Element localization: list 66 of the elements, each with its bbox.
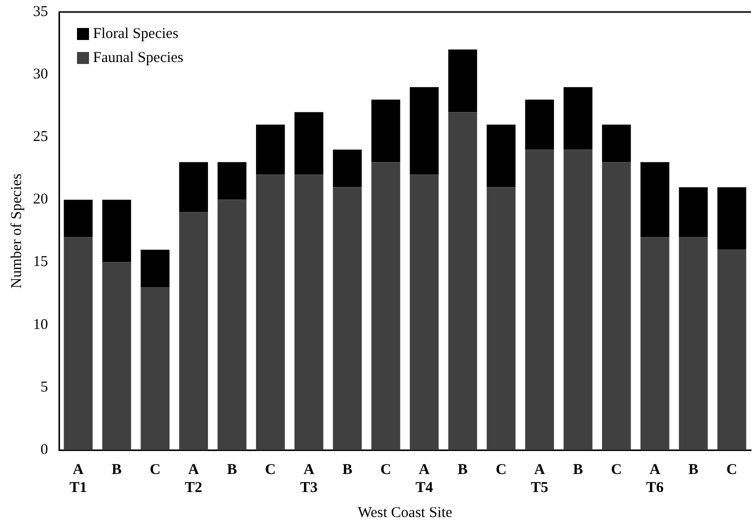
bar	[717, 187, 746, 250]
bar	[140, 287, 170, 450]
y-tick-label: 0	[40, 442, 48, 458]
bar	[179, 212, 208, 450]
bar	[486, 187, 516, 450]
bar	[602, 124, 631, 162]
bar	[218, 162, 246, 200]
x-tick-label: C	[726, 462, 738, 478]
y-tick-label: 25	[33, 129, 48, 146]
bar	[256, 124, 285, 175]
bar	[410, 174, 439, 450]
x-tick-label: A T4	[415, 462, 434, 496]
y-tick-label: 15	[33, 254, 48, 270]
bar	[410, 87, 439, 175]
x-tick-label: B	[572, 462, 584, 478]
bar	[602, 162, 631, 450]
x-tick-label: C	[380, 462, 392, 478]
bar	[64, 200, 93, 238]
x-tick-label: C	[611, 462, 622, 478]
bar	[102, 262, 132, 450]
y-tick-label: 5	[40, 379, 48, 396]
y-tick-label: 10	[33, 316, 48, 333]
bar	[64, 237, 93, 450]
bar	[448, 50, 478, 112]
bar	[140, 250, 170, 288]
x-tick-label: C	[265, 462, 276, 478]
bar	[678, 237, 708, 450]
bar	[717, 250, 746, 450]
bar	[102, 200, 132, 262]
x-tick-label: B	[112, 462, 122, 478]
x-tick-label: B	[458, 462, 468, 478]
bar	[448, 112, 478, 450]
bar	[640, 237, 670, 450]
x-tick-label: A T5	[530, 462, 548, 496]
bar	[564, 87, 592, 150]
x-tick-label: B	[226, 462, 238, 478]
bar	[332, 187, 362, 450]
bar	[640, 162, 670, 238]
bar	[218, 200, 246, 450]
x-tick-label: B	[688, 462, 698, 478]
bar	[678, 187, 708, 238]
y-tick-label: 30	[33, 66, 48, 83]
bar	[371, 162, 400, 450]
bar	[525, 100, 554, 150]
y-tick-label: 20	[33, 192, 48, 208]
legend-label: Floral Species	[93, 26, 179, 42]
bar	[371, 100, 400, 162]
bar	[525, 150, 554, 450]
bar	[294, 112, 324, 175]
bar	[256, 174, 285, 450]
bar	[564, 150, 592, 450]
x-tick-label: A T2	[184, 462, 202, 496]
x-tick-label: C	[150, 462, 161, 478]
bar	[332, 150, 362, 188]
legend-label: Faunal Species	[93, 50, 184, 66]
x-tick-label: B	[342, 462, 352, 478]
x-tick-label: C	[496, 462, 507, 478]
x-tick-label: A T1	[69, 462, 87, 496]
x-tick-label: A T6	[646, 462, 664, 496]
y-axis-title: Number of Species	[8, 173, 25, 288]
bar	[294, 174, 324, 450]
x-axis-title: West Coast Site	[358, 504, 453, 521]
x-tick-label: A T3	[300, 462, 318, 496]
y-tick-label: 35	[33, 4, 48, 20]
bar	[486, 124, 516, 188]
bar	[179, 162, 208, 212]
